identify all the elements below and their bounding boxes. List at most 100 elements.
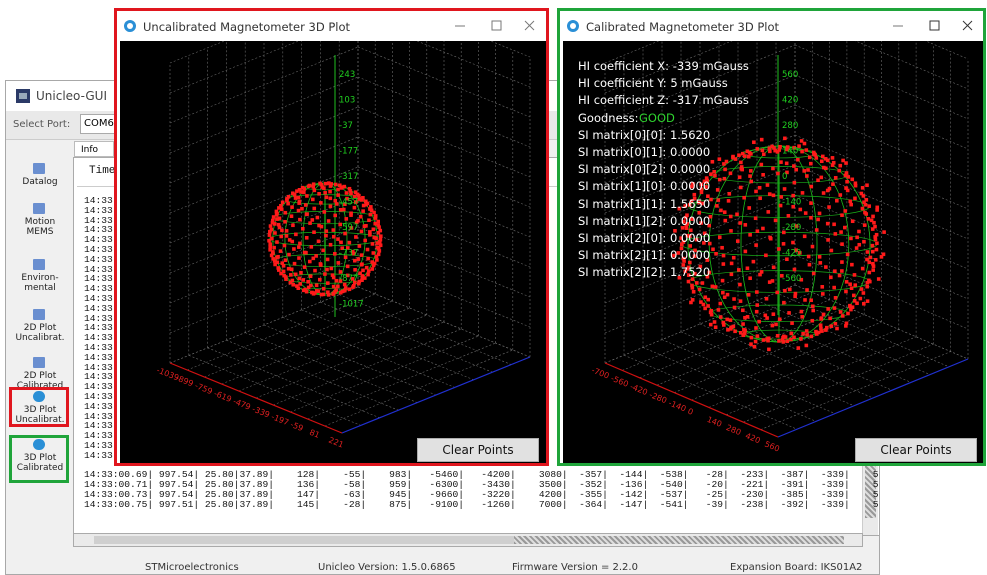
sample-point [844,324,848,328]
sample-point [731,324,736,329]
wall-grid [357,46,531,118]
z-axis-label: 420 [782,96,798,106]
x-axis-label: -700 [590,366,610,381]
sample-point [272,259,277,263]
horizontal-scrollbar[interactable] [73,533,863,547]
wall-grid [855,41,969,90]
sample-point [728,318,733,322]
sample-point [814,156,819,160]
side-button[interactable]: 3D Plot Calibrated [16,453,64,473]
sample-point [713,325,718,330]
sample-point [802,141,807,146]
sample-point [303,203,308,207]
sample-point [777,317,782,322]
clear-points-button[interactable]: Clear Points [855,438,977,462]
sample-point [268,242,273,246]
sample-point [861,194,866,198]
sample-point [711,247,715,252]
sample-point [766,336,771,341]
sample-point [319,182,324,187]
floor-grid [642,347,817,422]
sample-point [323,190,327,195]
sample-point [314,283,319,288]
scroll-thumb[interactable] [865,458,876,518]
sample-point [296,195,301,200]
sample-point [867,278,871,283]
sample-point [297,245,301,249]
sample-point [875,241,879,246]
sample-point [376,246,381,251]
sample-point [322,210,327,214]
side-button[interactable]: Environ- mental [21,273,59,293]
x-axis-label: -140 [667,398,687,413]
sample-point [304,236,309,240]
sample-point [312,230,316,234]
sample-point [743,223,748,227]
sample-point [768,236,773,241]
calibrated-window: Calibrated Magnetometer 3D Plot 560 420 28… [557,8,986,466]
sample-point [844,321,849,326]
sample-point [780,337,785,342]
sample-point [299,190,303,194]
sample-point [342,282,347,287]
log-row: 14:33: [84,440,119,451]
sample-point [373,221,378,226]
h-scroll-thumb[interactable] [94,536,514,544]
sample-point [688,244,692,248]
sample-point [336,187,340,192]
sample-point [857,229,861,234]
select-port-label: Select Port: [13,119,71,130]
sample-point [794,224,799,228]
sample-point [738,331,743,335]
sample-point [833,176,838,180]
side-button[interactable]: Motion MEMS [24,217,56,237]
sample-point [745,149,750,154]
sample-point [820,292,825,296]
sample-point [297,188,302,192]
sample-point [689,300,693,305]
x-axis-label: 420 [744,431,762,445]
sphere-wire [688,270,870,293]
sample-point [858,296,863,301]
wall-grid [357,106,531,178]
sample-point [777,148,782,152]
sample-point [293,272,298,277]
sample-point [805,288,809,292]
sample-point [268,244,273,249]
floor-grid [320,301,493,373]
window-controls[interactable] [885,19,980,33]
sample-point [845,252,850,257]
floor-grid [743,343,934,423]
side-button[interactable]: 2D Plot Calibrated [16,371,64,391]
side-button[interactable]: Datalog [22,177,58,187]
clear-points-button[interactable]: Clear Points [417,438,539,462]
sample-point [362,224,367,229]
info-tab[interactable]: Info [74,141,114,157]
side-button[interactable]: 2D Plot Uncalibrat. [15,323,65,343]
status-text: Firmware Version = 2.2.0 [512,562,638,573]
sample-point [353,200,358,204]
sample-point [323,272,327,276]
sample-point [356,281,361,286]
side-button[interactable]: 3D Plot Uncalibrat. [15,405,65,425]
window-controls[interactable] [447,19,542,33]
sample-point [275,255,279,260]
sample-point [759,137,764,142]
sample-point [800,149,804,154]
sample-point [360,198,364,202]
sample-point [820,329,824,333]
z-axis-label: -877 [339,274,358,284]
sample-point [860,266,865,271]
sample-point [785,170,789,175]
sphere-wire [324,182,326,296]
floor-grid [307,342,496,420]
sample-point [677,275,682,280]
sample-point [273,262,277,267]
sample-point [328,184,333,188]
sample-point [364,202,368,207]
sample-point [810,304,815,309]
sample-point [770,144,774,149]
sample-point [324,195,329,200]
sample-point [722,323,726,327]
sample-point [324,229,329,233]
